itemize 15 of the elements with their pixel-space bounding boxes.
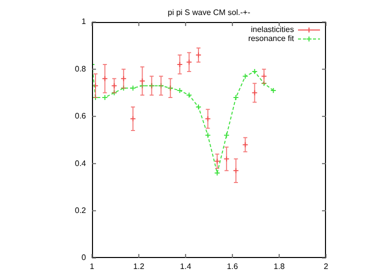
x-tick-label: 1.2 [133,262,145,272]
x-tick-label: 1.8 [274,262,286,272]
x-tick-label: 1.4 [180,262,192,272]
y-tick-label: 0.8 [74,64,87,74]
legend-label: inelasticities [250,25,294,34]
x-tick-label: 1 [90,262,95,272]
legend-label: resonance fit [248,34,295,44]
y-tick-label: 1 [82,17,87,26]
chart-title: pi pi S wave CM sol.-+- [168,8,251,18]
x-tick-label: 1.6 [226,262,239,272]
y-tick-label: 0.2 [74,206,87,216]
y-tick-label: 0 [82,253,87,262]
y-tick-label: 0.4 [74,158,87,168]
y-tick-label: 0.6 [74,112,87,121]
x-tick-label: 2 [324,262,329,272]
